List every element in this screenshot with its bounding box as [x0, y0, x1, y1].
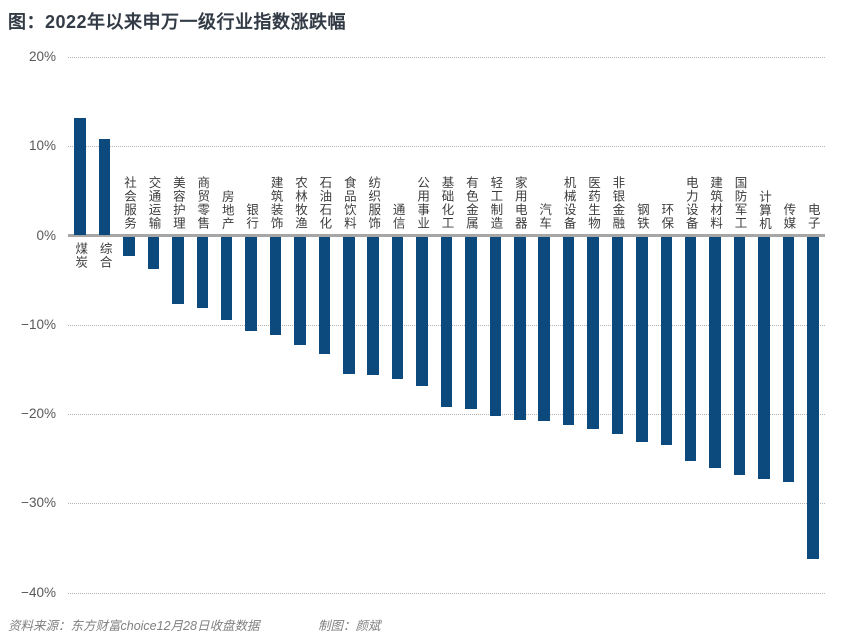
category-label: 电子 — [805, 203, 820, 230]
bar — [465, 237, 477, 410]
bar — [611, 237, 624, 434]
bar — [660, 237, 673, 446]
y-tick-label: −40% — [21, 584, 56, 600]
y-tick-label: 10% — [28, 138, 56, 154]
category-label: 银行 — [244, 203, 259, 230]
bar — [489, 237, 502, 416]
chart-title: 图：2022年以来申万一级行业指数涨跌幅 — [8, 12, 347, 32]
category-label: 建筑装饰 — [268, 176, 283, 230]
bar — [562, 237, 575, 426]
y-tick-label: 20% — [28, 48, 56, 64]
bar — [318, 237, 331, 354]
bar — [709, 237, 721, 469]
bar — [172, 237, 184, 304]
category-label: 钢铁 — [634, 203, 649, 230]
bar — [758, 237, 770, 480]
category-label: 有色金属 — [463, 176, 478, 230]
category-label: 家用电器 — [512, 176, 527, 230]
gridline — [68, 592, 825, 594]
category-label: 农林牧渔 — [292, 176, 307, 230]
category-label: 交通运输 — [146, 176, 161, 230]
bar — [416, 237, 428, 387]
category-label: 环保 — [659, 203, 674, 230]
category-label: 建筑材料 — [708, 176, 723, 230]
category-label: 房地产 — [219, 189, 234, 231]
category-label: 社会服务 — [122, 176, 137, 230]
category-label: 综合 — [97, 242, 112, 269]
bar — [294, 237, 306, 346]
y-tick-label: 0% — [36, 227, 56, 243]
bar — [343, 237, 355, 374]
bar — [98, 139, 111, 236]
bar — [684, 237, 697, 462]
category-label: 机械设备 — [561, 176, 576, 230]
category-label: 食品饮料 — [341, 176, 356, 230]
bar — [196, 237, 209, 309]
bar — [636, 237, 648, 442]
category-label: 美容护理 — [170, 176, 185, 230]
bar — [391, 237, 404, 380]
bar — [514, 237, 526, 421]
gridline — [68, 414, 825, 416]
category-label: 商贸零售 — [195, 176, 210, 230]
bar — [220, 237, 233, 321]
category-label: 轻工制造 — [488, 176, 503, 230]
category-label: 非银金融 — [610, 176, 625, 230]
category-label: 传媒 — [781, 203, 796, 230]
credit-note: 制图：颜斌 — [318, 619, 381, 633]
bar — [245, 237, 257, 331]
bar — [147, 237, 160, 270]
gridline — [68, 503, 825, 505]
category-label: 基础化工 — [439, 176, 454, 230]
category-label: 医药生物 — [586, 176, 601, 230]
bar — [733, 237, 746, 476]
category-label: 电力设备 — [683, 176, 698, 230]
category-label: 国防军工 — [732, 176, 747, 230]
gridline — [68, 56, 825, 58]
bar — [123, 237, 135, 256]
bar — [587, 237, 599, 430]
category-label: 汽车 — [537, 203, 552, 230]
category-label: 煤炭 — [73, 242, 88, 269]
bar — [782, 237, 795, 482]
y-tick-label: −10% — [21, 316, 56, 332]
category-label: 公用事业 — [415, 176, 430, 230]
y-tick-label: −30% — [21, 495, 56, 511]
bar — [440, 237, 453, 407]
gridline — [68, 146, 825, 148]
bar — [538, 237, 550, 421]
bar — [74, 117, 86, 236]
bar — [367, 237, 379, 375]
bar — [269, 237, 282, 336]
category-label: 纺织服饰 — [366, 176, 381, 230]
category-label: 石油石化 — [317, 176, 332, 230]
category-label: 计算机 — [756, 189, 771, 231]
source-note: 资料来源：东方财富choice12月28日收盘数据 — [8, 619, 260, 633]
bar — [807, 237, 819, 560]
y-tick-label: −20% — [21, 406, 56, 422]
zero-axis-line — [68, 234, 825, 237]
category-label: 通信 — [390, 203, 405, 230]
